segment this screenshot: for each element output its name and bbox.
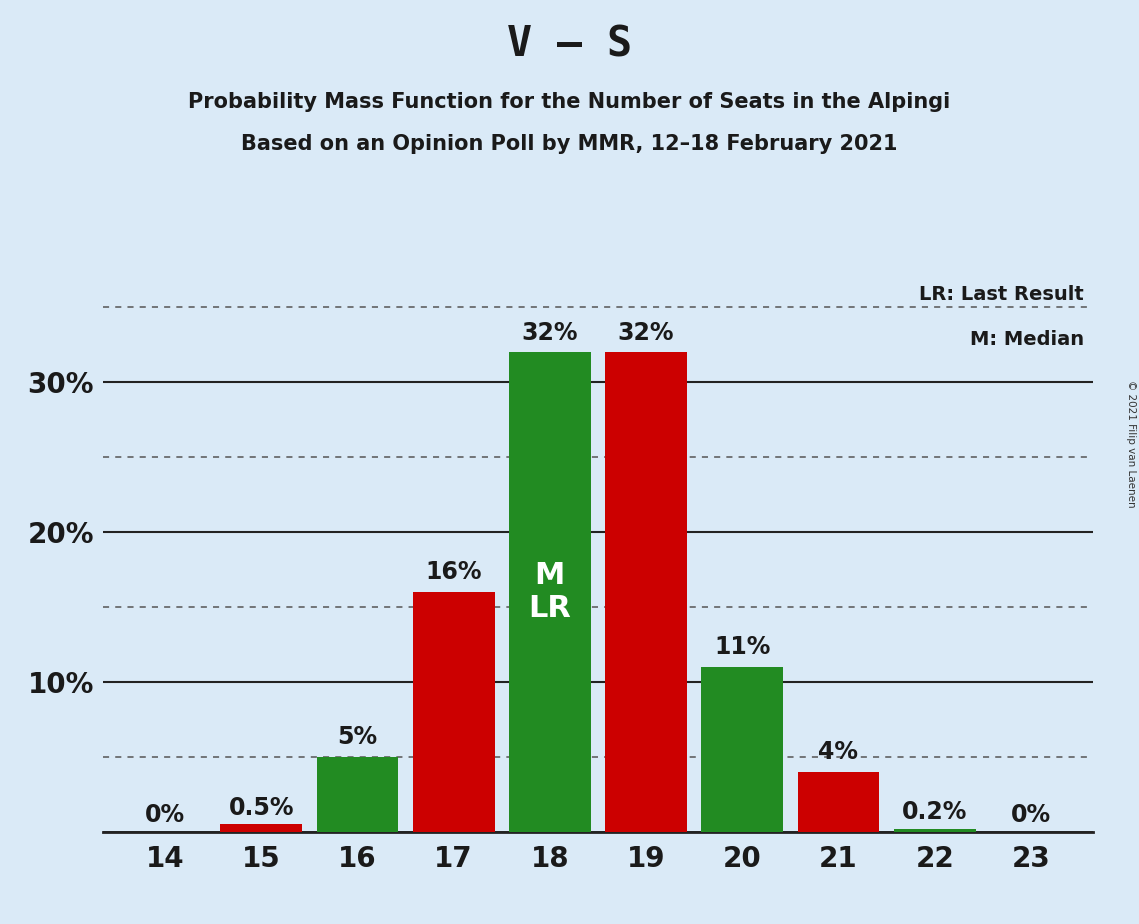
Bar <box>412 592 494 832</box>
Bar <box>509 352 591 832</box>
Text: 0%: 0% <box>1010 803 1051 827</box>
Text: Probability Mass Function for the Number of Seats in the Alpingi: Probability Mass Function for the Number… <box>188 92 951 113</box>
Bar <box>220 824 302 832</box>
Text: M
LR: M LR <box>528 561 572 623</box>
Text: 0%: 0% <box>145 803 186 827</box>
Bar <box>317 757 399 832</box>
Text: 32%: 32% <box>617 321 674 345</box>
Text: LR: Last Result: LR: Last Result <box>919 285 1084 304</box>
Text: Based on an Opinion Poll by MMR, 12–18 February 2021: Based on an Opinion Poll by MMR, 12–18 F… <box>241 134 898 154</box>
Bar <box>702 667 784 832</box>
Text: M: Median: M: Median <box>969 330 1084 348</box>
Text: 4%: 4% <box>819 740 859 764</box>
Text: 32%: 32% <box>522 321 579 345</box>
Text: 16%: 16% <box>425 560 482 584</box>
Bar <box>605 352 687 832</box>
Text: 11%: 11% <box>714 636 770 660</box>
Text: © 2021 Filip van Laenen: © 2021 Filip van Laenen <box>1126 380 1136 507</box>
Bar <box>797 772 879 832</box>
Text: 5%: 5% <box>337 725 377 749</box>
Text: 0.2%: 0.2% <box>902 800 967 824</box>
Text: V – S: V – S <box>507 23 632 65</box>
Bar <box>894 829 976 832</box>
Text: 0.5%: 0.5% <box>229 796 294 820</box>
